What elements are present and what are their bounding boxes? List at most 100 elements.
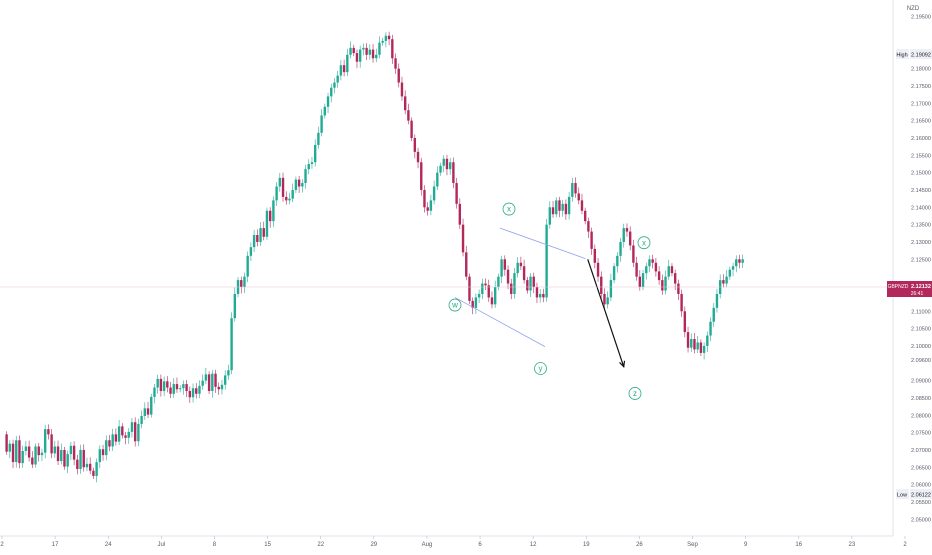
time-axis[interactable]: 2 17 24 Jul 8 15 22 29 Aug 6 12 19 26 Sep 9 16 23 2 (0, 536, 907, 548)
candle (481, 278, 484, 300)
candle (394, 53, 397, 74)
x-tick-label: Jul (158, 542, 166, 548)
candle (670, 263, 674, 277)
candle (368, 44, 372, 60)
candle (362, 43, 365, 56)
x-tick-label: 6 (478, 542, 482, 548)
candle (111, 428, 114, 451)
candle (455, 177, 458, 209)
candle (500, 255, 503, 284)
candle (445, 154, 449, 176)
low-label: Low (897, 493, 907, 499)
high-marker: High 2.19092 (896, 49, 932, 59)
candle (651, 254, 654, 269)
candle (272, 196, 275, 228)
x-tick-label: 16 (795, 542, 802, 548)
candle (336, 70, 339, 88)
candle (195, 383, 198, 399)
candle (278, 173, 282, 192)
candle (532, 272, 535, 294)
candle (85, 457, 89, 472)
candle (333, 78, 336, 94)
y-tick-label: 2.05000 (911, 517, 931, 523)
candle (683, 306, 687, 338)
candle (24, 440, 28, 456)
candle (567, 192, 571, 220)
y-tick-label: 2.16000 (911, 136, 931, 142)
y-tick-label: 2.15000 (911, 171, 931, 177)
candle (223, 370, 227, 390)
candle (130, 417, 134, 438)
candle (268, 207, 272, 228)
y-tick-label: 2.07000 (911, 448, 931, 454)
candle (661, 274, 664, 295)
candle (124, 431, 127, 445)
candle (320, 109, 323, 137)
candle (249, 242, 253, 262)
candle (731, 262, 735, 277)
candle (654, 257, 658, 277)
candle (381, 37, 384, 46)
candle (182, 380, 185, 395)
candle (40, 448, 44, 462)
x-tick-label: 26 (636, 542, 643, 548)
candle (8, 440, 12, 459)
y-tick-label: 2.06000 (911, 483, 931, 489)
x-tick-label: 17 (52, 542, 59, 548)
candle (153, 384, 156, 404)
candle (371, 43, 375, 63)
candle (667, 259, 670, 281)
candle (352, 44, 355, 57)
candle (680, 289, 683, 317)
candle (391, 34, 394, 64)
wave-label-z: z (628, 387, 642, 400)
x-tick-label: 22 (317, 542, 324, 548)
candle (172, 378, 175, 398)
candle (510, 278, 513, 300)
candle (657, 266, 661, 285)
candle (461, 218, 465, 257)
candle (230, 312, 233, 375)
candle (410, 117, 413, 142)
candle (448, 157, 452, 175)
candle (513, 267, 516, 299)
candle (50, 429, 53, 459)
candle (304, 164, 307, 189)
candle (452, 157, 455, 189)
candle (166, 376, 169, 393)
candle (725, 270, 728, 288)
candle (468, 273, 471, 305)
candle (606, 291, 609, 309)
candle (240, 276, 243, 294)
wedge-trend-line (454, 297, 546, 348)
candle (211, 370, 214, 398)
candle (5, 431, 8, 455)
y-tick-label: 2.17500 (911, 84, 931, 90)
candle (593, 244, 597, 269)
y-tick-label: 2.12500 (911, 257, 931, 263)
candle (330, 83, 333, 103)
candle (214, 369, 217, 393)
x-tick-label: 2 (903, 542, 907, 548)
candle (387, 31, 391, 46)
candle (436, 166, 439, 191)
candle (471, 297, 474, 315)
candle (538, 289, 542, 303)
candle (384, 32, 388, 48)
candle (564, 199, 568, 220)
candle (355, 49, 359, 69)
projection-arrow-head (619, 360, 626, 369)
candle (207, 371, 211, 395)
high-value: 2.19092 (911, 53, 931, 59)
candle (632, 239, 635, 268)
candle (108, 435, 111, 452)
candle (490, 291, 494, 309)
candle (400, 76, 404, 101)
candle (722, 274, 725, 288)
candle (474, 293, 478, 314)
candle (159, 374, 163, 397)
candle (265, 207, 269, 240)
candle (79, 444, 82, 474)
candle (63, 446, 66, 470)
